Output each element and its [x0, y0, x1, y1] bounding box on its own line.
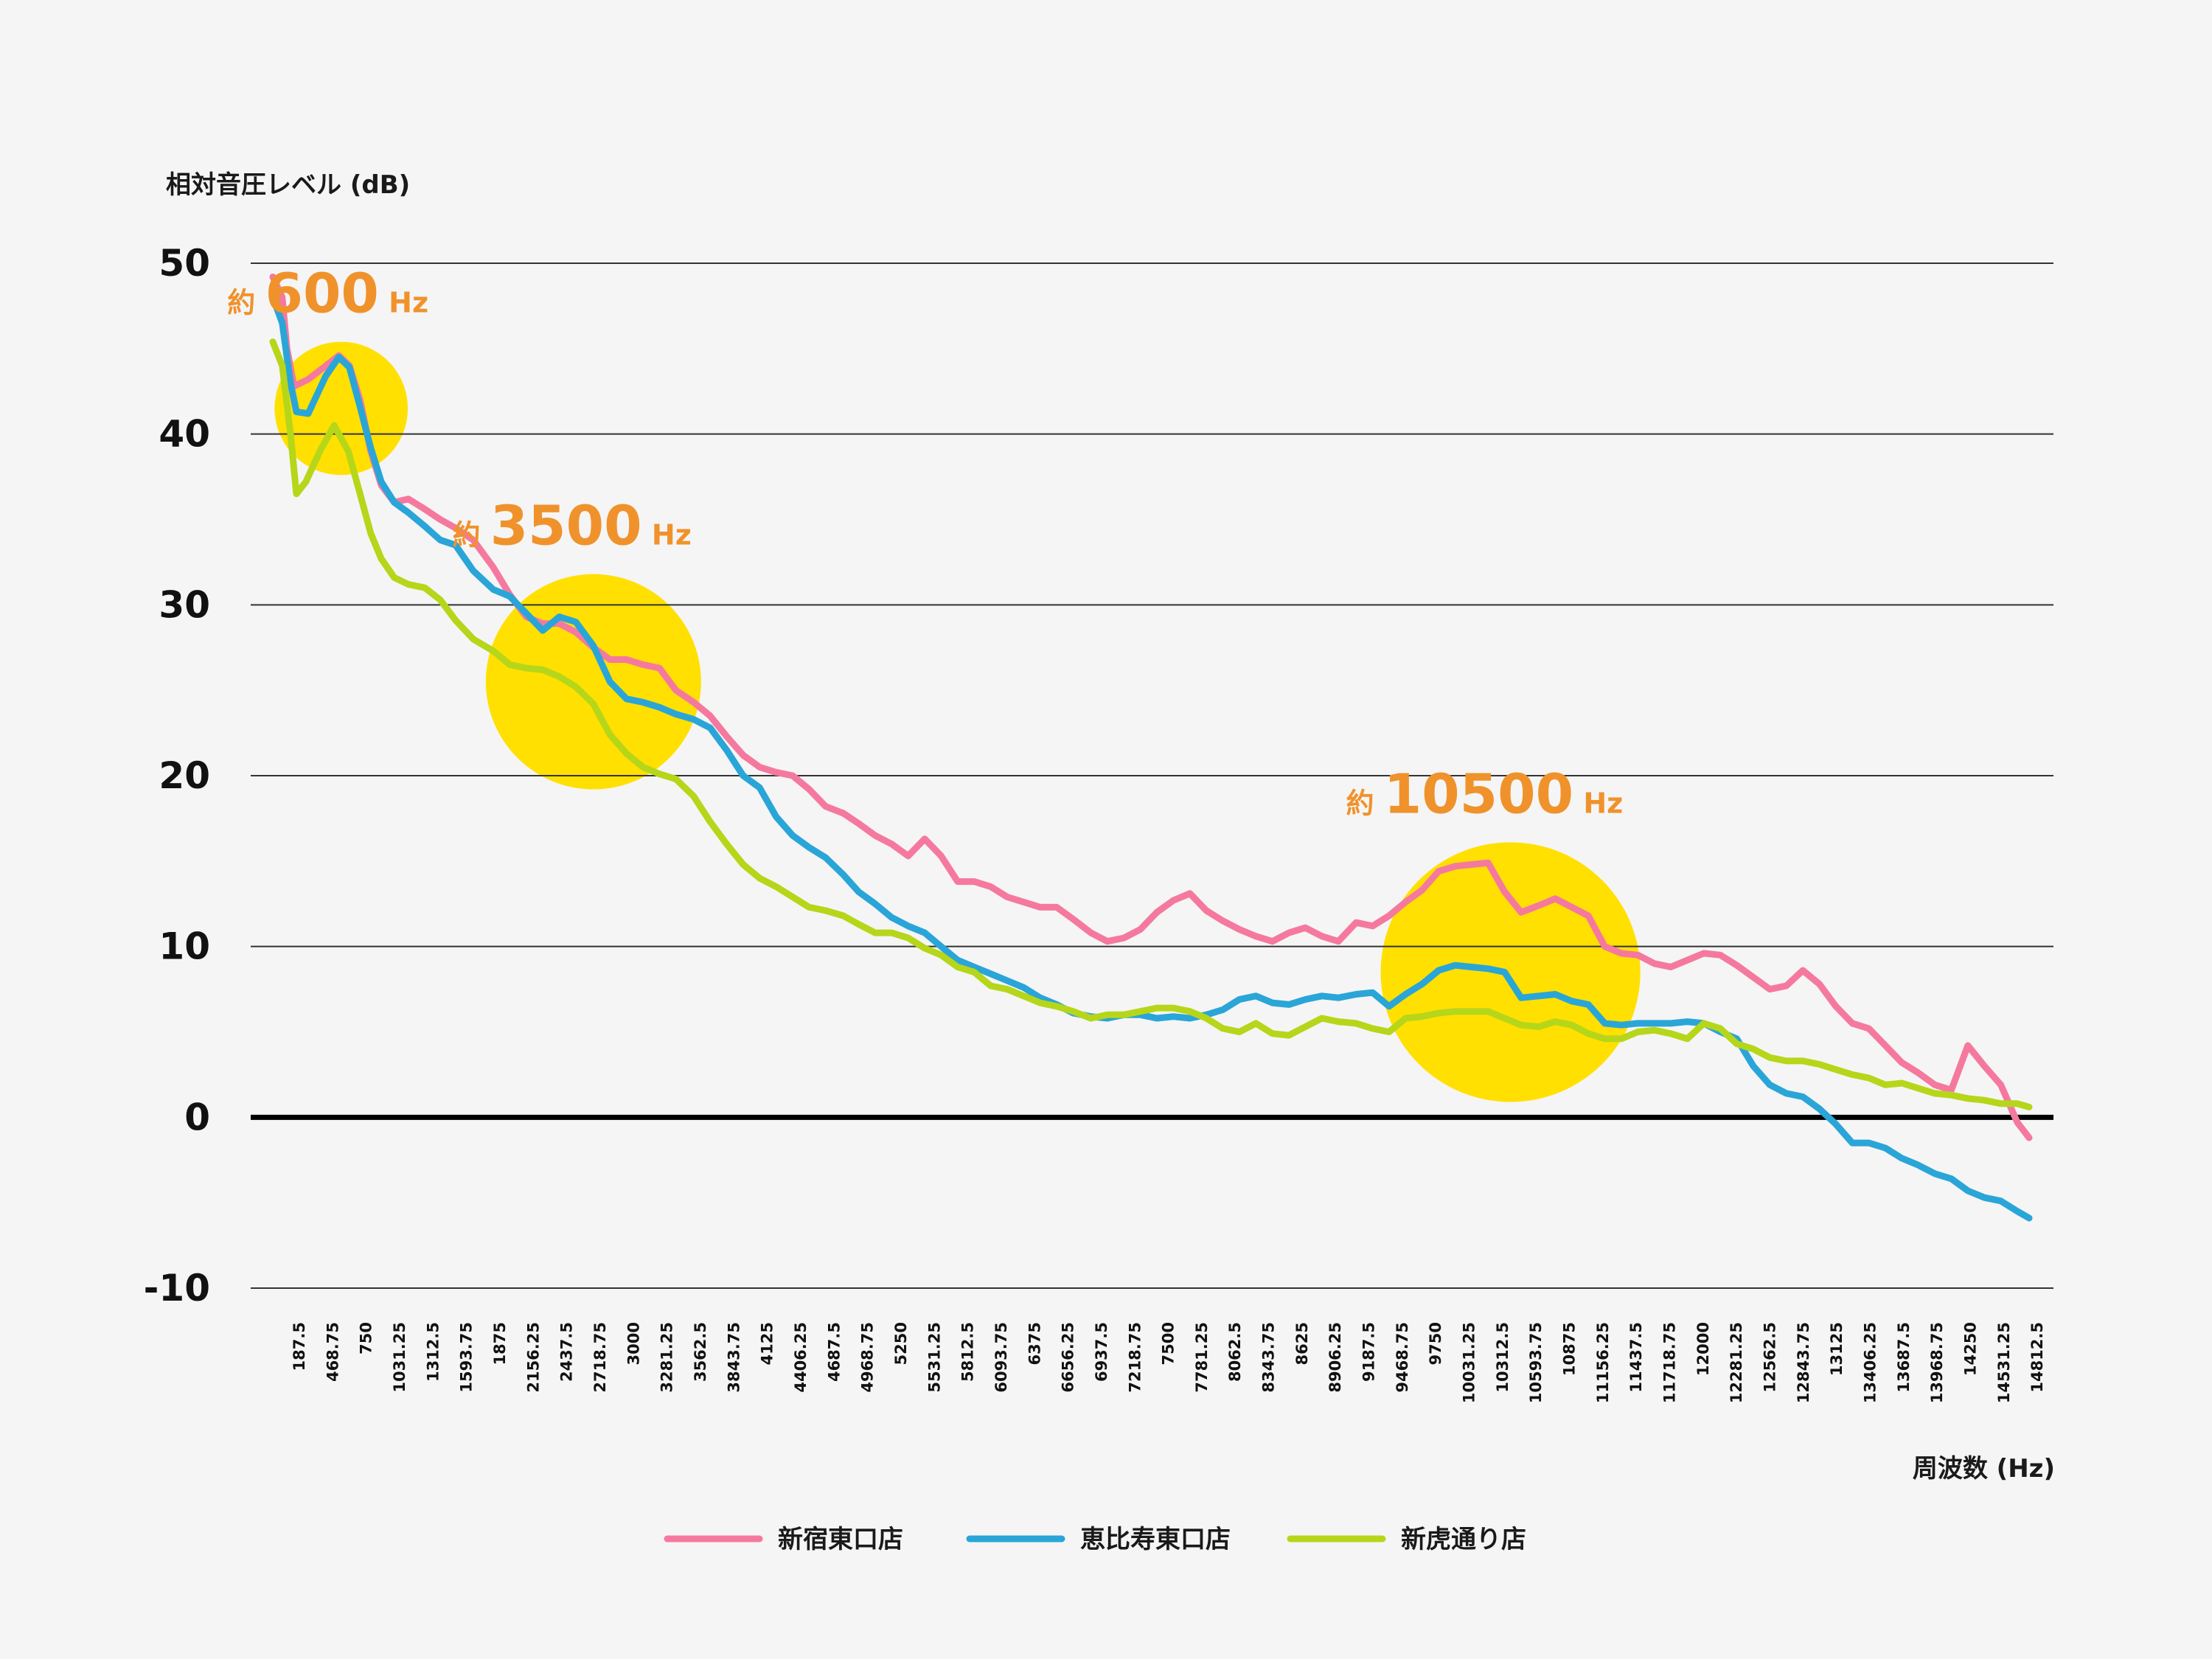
x-tick-label: 13125: [1828, 1322, 1846, 1376]
x-tick-label: 13406.25: [1862, 1322, 1879, 1403]
x-tick-label: 2156.25: [524, 1322, 542, 1393]
x-tick-label: 12281.25: [1728, 1322, 1745, 1403]
x-tick-label: 7500: [1160, 1322, 1178, 1365]
y-tick-label: 10: [159, 925, 210, 968]
x-tick-label: 1312.5: [424, 1322, 442, 1382]
y-tick-label: 30: [159, 583, 210, 626]
x-tick-label: 4125: [759, 1322, 776, 1365]
x-tick-label: 14531.25: [1995, 1322, 2013, 1403]
legend-label: 新宿東口店: [778, 1525, 903, 1554]
x-tick-label: 187.5: [291, 1322, 308, 1371]
x-tick-label: 10593.75: [1527, 1322, 1545, 1403]
x-tick-label: 11718.75: [1661, 1322, 1679, 1403]
x-tick-label: 10031.25: [1461, 1322, 1478, 1403]
series-line: [269, 338, 2033, 1110]
x-tick-label: 8625: [1293, 1322, 1311, 1365]
x-tick-label: 9468.75: [1394, 1322, 1411, 1393]
gridlines: [251, 262, 2053, 1289]
y-tick-label: 0: [184, 1096, 210, 1138]
x-tick-label: 8906.25: [1326, 1322, 1344, 1393]
x-tick-label: 14250: [1962, 1322, 1980, 1376]
x-tick-label: 3562.5: [692, 1322, 709, 1382]
x-axis-ticks: 187.5 468.75 750 1031.25 1312.5 1593.75 1875 21…: [291, 1322, 2046, 1403]
legend-label: 新虎通り店: [1401, 1525, 1526, 1554]
x-tick-label: 4968.75: [859, 1322, 877, 1393]
annotation-label: 約 10500 Hz: [1346, 762, 1623, 826]
x-tick-label: 11437.5: [1627, 1322, 1645, 1393]
x-tick-label: 5250: [892, 1322, 910, 1365]
x-tick-label: 6656.25: [1060, 1322, 1077, 1393]
annotation-label: 約 600 Hz: [227, 262, 428, 326]
x-tick-label: 7218.75: [1126, 1322, 1144, 1393]
x-tick-label: 3843.75: [725, 1322, 742, 1393]
x-tick-label: 3281.25: [658, 1322, 676, 1393]
x-tick-label: 6093.75: [992, 1322, 1010, 1393]
x-tick-label: 9750: [1427, 1322, 1444, 1365]
y-tick-label: 50: [159, 242, 210, 285]
x-tick-label: 1875: [491, 1322, 509, 1365]
x-axis-label: 周波数 (Hz): [1913, 1454, 2055, 1484]
annotation-label: 約 3500 Hz: [452, 495, 691, 558]
x-tick-label: 8343.75: [1260, 1322, 1278, 1393]
y-tick-label: -10: [144, 1267, 210, 1310]
x-tick-label: 12562.5: [1761, 1322, 1779, 1393]
x-tick-label: 1593.75: [458, 1322, 476, 1393]
x-tick-label: 13968.75: [1928, 1322, 1946, 1403]
x-tick-label: 5531.25: [925, 1322, 943, 1393]
x-tick-label: 1031.25: [391, 1322, 408, 1393]
x-tick-label: 4406.25: [792, 1322, 810, 1393]
highlight-circle-600: [274, 341, 408, 476]
y-tick-label: 40: [159, 413, 210, 456]
x-tick-label: 14812.5: [2028, 1322, 2046, 1393]
legend: 新宿東口店 恵比寿東口店 新虎通り店: [664, 1525, 1526, 1554]
x-tick-label: 750: [358, 1322, 375, 1354]
highlight-circles: [274, 341, 1641, 1102]
x-tick-label: 2437.5: [558, 1322, 576, 1382]
x-tick-label: 13687.5: [1895, 1322, 1913, 1393]
x-tick-label: 12000: [1694, 1322, 1712, 1376]
y-axis-ticks: 50 40 30 20 10 0 -10: [144, 242, 210, 1310]
legend-label: 恵比寿東口店: [1080, 1525, 1231, 1554]
y-tick-label: 20: [159, 754, 210, 797]
x-tick-label: 7781.25: [1193, 1322, 1211, 1393]
x-tick-label: 3000: [625, 1322, 642, 1365]
annotations: 約 600 Hz 約 3500 Hz 約 10500 Hz: [227, 262, 1623, 827]
x-tick-label: 6937.5: [1093, 1322, 1110, 1382]
x-tick-label: 9187.5: [1360, 1322, 1378, 1382]
x-tick-label: 5812.5: [959, 1322, 977, 1382]
x-tick-label: 6375: [1026, 1322, 1043, 1365]
x-tick-label: 8062.5: [1226, 1322, 1244, 1382]
x-tick-label: 10312.5: [1494, 1322, 1512, 1393]
x-tick-label: 12843.75: [1795, 1322, 1812, 1403]
highlight-circle-10500: [1380, 842, 1641, 1102]
x-tick-label: 2718.75: [591, 1322, 609, 1393]
y-axis-label: 相対音圧レベル (dB): [166, 170, 410, 200]
x-tick-label: 468.75: [324, 1322, 341, 1382]
x-tick-label: 10875: [1561, 1322, 1579, 1376]
x-tick-label: 4687.5: [825, 1322, 843, 1382]
x-tick-label: 11156.25: [1594, 1322, 1612, 1403]
series-lines: [269, 274, 2033, 1222]
